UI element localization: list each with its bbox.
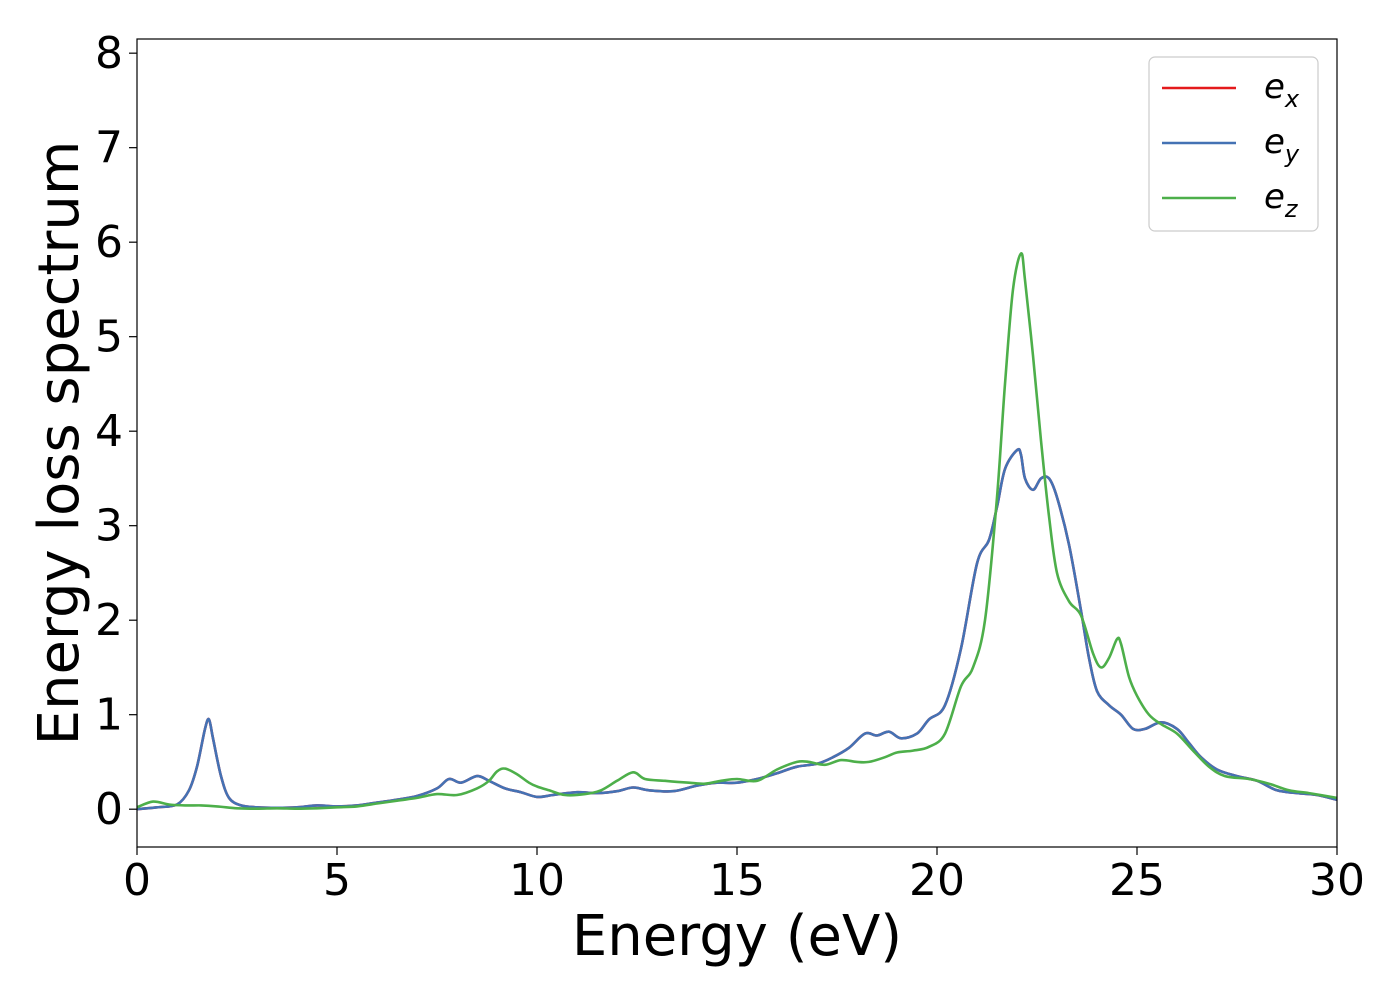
y-axis-label: Energy loss spectrum bbox=[27, 141, 92, 746]
x-axis-label: Energy (eV) bbox=[572, 904, 902, 969]
legend-label-base: e bbox=[1264, 177, 1285, 217]
series-line-z bbox=[136, 252, 1338, 810]
y-tick-label: 7 bbox=[95, 123, 123, 174]
y-tick-label: 1 bbox=[95, 690, 123, 741]
legend-label-y: ey bbox=[1264, 122, 1300, 168]
y-tick-label: 3 bbox=[95, 501, 123, 552]
x-tick-label: 0 bbox=[123, 855, 151, 906]
legend-label-subscript: y bbox=[1284, 140, 1300, 168]
y-tick-label: 6 bbox=[95, 217, 123, 268]
legend-label-x: ex bbox=[1264, 67, 1300, 113]
y-tick-label: 8 bbox=[95, 28, 123, 79]
y-tick-label: 0 bbox=[95, 784, 123, 835]
y-tick-label: 2 bbox=[95, 595, 123, 646]
series-layer bbox=[136, 252, 1338, 811]
x-axis-ticks: 0 5 10 15 20 25 30 bbox=[123, 847, 1365, 906]
legend-label-base: e bbox=[1264, 67, 1285, 107]
y-axis-ticks: 0 1 2 3 4 5 6 7 8 bbox=[95, 28, 137, 835]
y-tick-label: 4 bbox=[95, 406, 123, 457]
x-tick-label: 30 bbox=[1309, 855, 1365, 906]
legend-label-base: e bbox=[1264, 122, 1285, 162]
legend-label-subscript: z bbox=[1284, 195, 1299, 223]
legend-label-z: ez bbox=[1264, 177, 1299, 223]
x-tick-label: 15 bbox=[709, 855, 765, 906]
y-tick-label: 5 bbox=[95, 312, 123, 363]
x-tick-label: 10 bbox=[509, 855, 565, 906]
x-tick-label: 20 bbox=[909, 855, 965, 906]
x-tick-label: 5 bbox=[323, 855, 351, 906]
legend-label-subscript: x bbox=[1284, 85, 1300, 113]
x-tick-label: 25 bbox=[1109, 855, 1165, 906]
series-line-y bbox=[136, 447, 1338, 811]
